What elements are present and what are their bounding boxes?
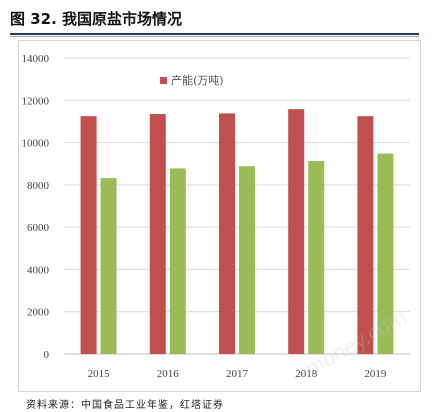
figure-title: 图 32. 我国原盐市场情况 bbox=[10, 10, 183, 28]
x-tick-label: 2017 bbox=[226, 368, 249, 380]
chart-frame: 0 2000 4000 6000 8000 10000 12000 14000 2015 2016… bbox=[18, 40, 421, 392]
bar-chart: 0 2000 4000 6000 8000 10000 12000 14000 2015 2016… bbox=[22, 53, 410, 380]
x-tick-label: 2018 bbox=[295, 368, 318, 380]
source-note: 资料来源：中国食品工业年鉴，红塔证券 bbox=[26, 400, 224, 411]
bar-2019-series-1 bbox=[357, 116, 374, 355]
bar-2016-series-1 bbox=[149, 114, 166, 355]
x-tick-label: 2015 bbox=[88, 368, 111, 380]
bar-2018-series-2 bbox=[308, 160, 325, 354]
y-tick-label: 14000 bbox=[22, 53, 50, 65]
bar-2017-series-1 bbox=[219, 113, 235, 354]
bar-2019-series-2 bbox=[377, 153, 394, 354]
x-tick-label: 2019 bbox=[364, 368, 387, 380]
legend-swatch-series-1 bbox=[160, 77, 167, 84]
title-rule bbox=[10, 33, 419, 35]
y-tick-label: 2000 bbox=[27, 307, 50, 319]
y-tick-label: 6000 bbox=[27, 222, 50, 234]
bar-2015-series-2 bbox=[100, 178, 117, 354]
bar-2015-series-1 bbox=[80, 116, 97, 355]
title-rule-thin bbox=[10, 36, 419, 37]
y-tick-label: 8000 bbox=[27, 180, 50, 192]
bar-2016-series-2 bbox=[169, 168, 186, 354]
y-tick-label: 4000 bbox=[27, 264, 50, 276]
y-tick-label: 0 bbox=[44, 349, 50, 361]
bar-2017-series-2 bbox=[239, 166, 255, 354]
y-tick-label: 10000 bbox=[22, 138, 50, 150]
y-tick-label: 12000 bbox=[22, 95, 50, 107]
x-tick-label: 2016 bbox=[157, 368, 180, 380]
bar-2018-series-1 bbox=[288, 109, 305, 354]
legend-label-series-1: 产能(万吨) bbox=[171, 73, 224, 87]
